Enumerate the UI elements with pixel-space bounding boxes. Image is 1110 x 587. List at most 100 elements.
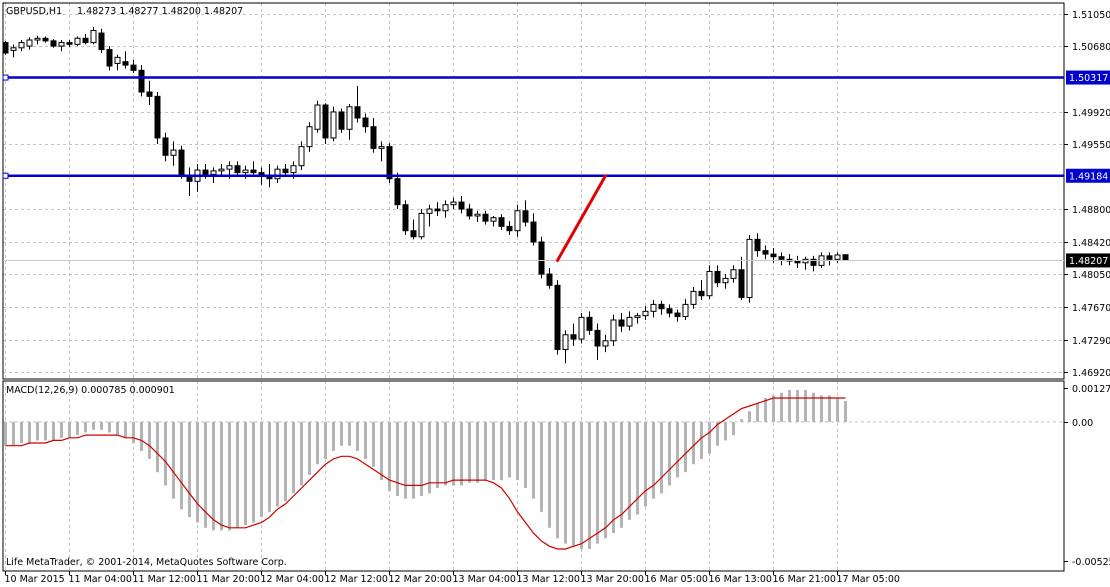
candle	[802, 256, 809, 270]
macd-bar	[540, 421, 543, 512]
trend-line-group[interactable]	[556, 174, 607, 262]
macd-bar	[564, 421, 567, 544]
candle	[282, 163, 289, 177]
macd-bar	[620, 421, 623, 528]
macd-bar	[84, 421, 87, 433]
macd-pane[interactable]: 0.001279 0.00 -0.005255 MACD(12,26,9) 0.00…	[2, 380, 1110, 572]
candle-body-bear	[394, 178, 401, 206]
macd-bar	[404, 421, 407, 499]
macd-bar	[596, 421, 599, 544]
candle	[10, 44, 17, 58]
candle	[18, 40, 25, 52]
macd-bar	[52, 421, 55, 441]
level-label-box-support	[1066, 168, 1110, 183]
candle-body-bull	[722, 277, 729, 284]
candle	[826, 252, 833, 266]
level-anchor-support	[2, 172, 9, 179]
candle-body-bear	[154, 95, 161, 139]
candle-body-bear	[82, 37, 89, 44]
macd-bar	[340, 421, 343, 446]
candle	[762, 245, 769, 260]
candle	[314, 100, 321, 133]
candle	[602, 334, 609, 353]
time-tick-label: 16 Mar 05:00	[645, 574, 708, 585]
macd-signal-line	[5, 397, 846, 550]
macd-bar	[668, 421, 671, 486]
macd-bar	[236, 421, 239, 528]
macd-bar	[492, 421, 495, 481]
horizontal-levels[interactable]: 1.50317 1.49184 1.48207	[2, 70, 1110, 268]
candle	[26, 37, 33, 50]
time-tick-label: 16 Mar 21:00	[773, 574, 836, 585]
macd-bar	[28, 421, 31, 444]
price-pane[interactable]: 1.50317 1.49184 1.48207 1.51050 1.50680 1.49…	[2, 2, 1110, 380]
candle	[458, 196, 465, 214]
candle	[362, 113, 369, 133]
macd-bar	[628, 421, 631, 520]
candle-body-bull	[602, 340, 609, 347]
macd-bar	[44, 421, 47, 441]
price-tick-label: 1.49920	[1072, 108, 1110, 119]
price-tick-label: 1.48050	[1072, 270, 1110, 281]
candle-body-bull	[706, 270, 713, 297]
candle	[442, 200, 449, 218]
macd-bar	[36, 421, 39, 441]
candle	[730, 265, 737, 283]
candle	[34, 35, 41, 45]
time-tick-label: 10 Mar 2015	[5, 574, 65, 585]
time-tick-label: 11 Mar 20:00	[197, 574, 260, 585]
candle-body-bull	[650, 303, 657, 312]
price-tick-label: 1.50680	[1072, 42, 1110, 53]
candle-body-bull	[490, 217, 497, 222]
macd-bar	[660, 421, 663, 494]
candle-body-bull	[642, 310, 649, 317]
candle	[562, 330, 569, 364]
candle-body-bull	[210, 170, 217, 175]
macd-bar	[460, 421, 463, 486]
candle	[298, 141, 305, 171]
candle-body-bear	[410, 230, 417, 238]
candle	[82, 33, 89, 45]
macd-axis: 0.001279 0.00 -0.005255	[1064, 384, 1110, 568]
candle-body-bull	[610, 319, 617, 342]
macd-bar	[812, 392, 815, 422]
price-axis: 1.51050 1.50680 1.49920 1.49550 1.48800 1.484…	[1064, 10, 1110, 379]
candle	[410, 219, 417, 240]
candle-body-bear	[674, 312, 681, 318]
candle	[322, 103, 329, 145]
candle	[794, 255, 801, 268]
candle	[642, 306, 649, 320]
candle-body-bear	[666, 308, 673, 314]
macd-pane-frame	[2, 380, 1065, 572]
candle	[722, 274, 729, 289]
macd-bar	[708, 421, 711, 454]
candle-body-bear	[178, 149, 185, 177]
time-tick-label: 12 Mar 20:00	[389, 574, 452, 585]
candle	[650, 300, 657, 318]
time-tick-label: 12 Mar 04:00	[261, 574, 324, 585]
macd-bar	[804, 390, 807, 422]
candle	[690, 287, 697, 309]
macd-bar	[20, 421, 23, 444]
candle	[498, 214, 505, 230]
candle-body-bear	[322, 104, 329, 139]
candle	[538, 236, 545, 279]
macd-bar	[220, 421, 223, 531]
candle-body-bear	[482, 213, 489, 222]
time-tick-label: 13 Mar 04:00	[453, 574, 516, 585]
candle-body-bull	[58, 42, 65, 47]
macd-bar	[276, 421, 279, 507]
candle-body-bear	[794, 260, 801, 264]
candle	[434, 202, 441, 216]
candle-body-bear	[770, 253, 777, 258]
candle-body-bear	[658, 303, 665, 310]
candle-body-bull	[290, 165, 297, 174]
macd-bar	[4, 421, 7, 446]
macd-bar	[500, 421, 503, 481]
candle	[418, 209, 425, 240]
candle	[74, 36, 81, 47]
macd-bar	[516, 421, 519, 481]
candle	[154, 92, 161, 145]
candle	[474, 210, 481, 223]
